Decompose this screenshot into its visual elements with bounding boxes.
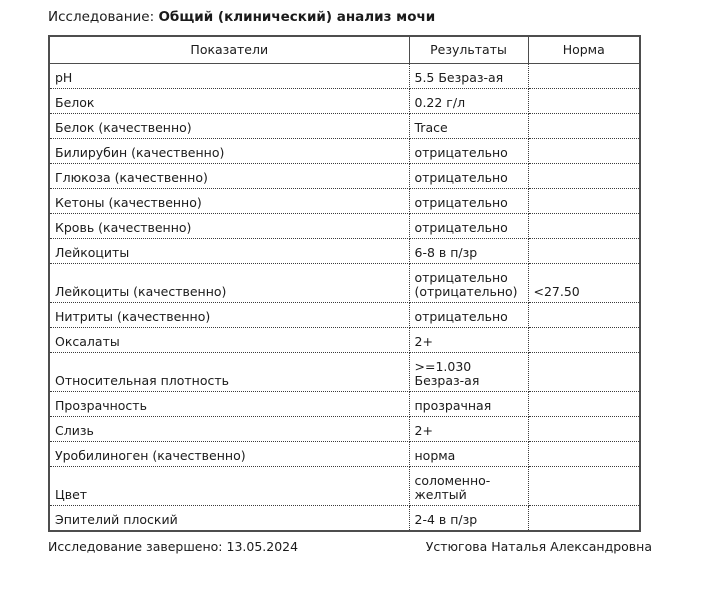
table-row: Слизь 2+ (48, 416, 641, 442)
table-row: Оксалаты 2+ (48, 327, 641, 353)
doctor-name-text: Устюгова Наталья Александровна (425, 539, 652, 554)
result-cell: прозрачная (408, 391, 529, 417)
indicator-cell: Глюкоза (качественно) (48, 163, 410, 189)
norm-cell (527, 163, 641, 189)
completed-date-text: Исследование завершено: 13.05.2024 (48, 539, 299, 554)
results-table-body: pH 5.5 Безраз-ая Белок 0.22 г/л Белок (к… (48, 63, 641, 532)
norm-cell (527, 302, 641, 328)
norm-cell (527, 88, 641, 114)
table-row: Нитриты (качественно) отрицательно (48, 302, 641, 328)
norm-cell (527, 138, 641, 164)
norm-cell (527, 327, 641, 353)
norm-cell (527, 441, 641, 467)
table-header-row: Показатели Результаты Норма (48, 35, 641, 64)
indicator-cell: Слизь (48, 416, 410, 442)
indicator-cell: Относительная плотность (48, 352, 410, 392)
norm-cell (527, 63, 641, 89)
table-row: Относительная плотность >=1.030 Безраз-а… (48, 352, 641, 392)
result-cell: отрицательно (408, 302, 529, 328)
table-row: Цвет соломенно-желтый (48, 466, 641, 506)
result-cell: отрицательно (408, 188, 529, 214)
table-row: Кровь (качественно) отрицательно (48, 213, 641, 239)
result-cell: 5.5 Безраз-ая (408, 63, 529, 89)
result-cell: Trace (408, 113, 529, 139)
indicator-cell: Лейкоциты (48, 238, 410, 264)
norm-cell (527, 352, 641, 392)
norm-cell (527, 416, 641, 442)
indicator-cell: Оксалаты (48, 327, 410, 353)
norm-cell (527, 238, 641, 264)
result-cell: 6-8 в п/зр (408, 238, 529, 264)
indicator-cell: pH (48, 63, 410, 89)
table-row: Белок 0.22 г/л (48, 88, 641, 114)
report-study-name: Общий (клинический) анализ мочи (158, 9, 436, 25)
indicator-cell: Кровь (качественно) (48, 213, 410, 239)
results-table: Показатели Результаты Норма pH 5.5 Безра… (48, 35, 641, 532)
report-footer: Исследование завершено: 13.05.2024 Устюг… (48, 539, 652, 554)
indicator-cell: Белок (48, 88, 410, 114)
result-cell: 2-4 в п/зр (408, 505, 529, 532)
indicator-cell: Цвет (48, 466, 410, 506)
indicator-cell: Нитриты (качественно) (48, 302, 410, 328)
indicator-cell: Билирубин (качественно) (48, 138, 410, 164)
table-row: Прозрачность прозрачная (48, 391, 641, 417)
indicator-cell: Эпителий плоский (48, 505, 410, 532)
norm-cell (527, 505, 641, 532)
indicator-cell: Прозрачность (48, 391, 410, 417)
col-header-results: Результаты (408, 35, 529, 64)
report-title: Исследование: Общий (клинический) анализ… (48, 9, 435, 25)
table-row: Лейкоциты (качественно) отрицательно (от… (48, 263, 641, 303)
result-cell: 0.22 г/л (408, 88, 529, 114)
table-row: Уробилиноген (качественно) норма (48, 441, 641, 467)
indicator-cell: Лейкоциты (качественно) (48, 263, 410, 303)
result-cell: отрицательно (408, 163, 529, 189)
col-header-norm: Норма (527, 35, 641, 64)
table-row: Глюкоза (качественно) отрицательно (48, 163, 641, 189)
norm-cell: <27.50 (527, 263, 641, 303)
table-row: Кетоны (качественно) отрицательно (48, 188, 641, 214)
result-cell: 2+ (408, 327, 529, 353)
table-row: pH 5.5 Безраз-ая (48, 63, 641, 89)
norm-cell (527, 391, 641, 417)
indicator-cell: Кетоны (качественно) (48, 188, 410, 214)
table-row: Белок (качественно) Trace (48, 113, 641, 139)
norm-cell (527, 466, 641, 506)
indicator-cell: Уробилиноген (качественно) (48, 441, 410, 467)
result-cell: отрицательно (408, 213, 529, 239)
report-title-prefix: Исследование: (48, 9, 159, 25)
norm-cell (527, 113, 641, 139)
result-cell: норма (408, 441, 529, 467)
table-row: Лейкоциты 6-8 в п/зр (48, 238, 641, 264)
result-cell: соломенно-желтый (408, 466, 529, 506)
norm-cell (527, 213, 641, 239)
indicator-cell: Белок (качественно) (48, 113, 410, 139)
table-row: Билирубин (качественно) отрицательно (48, 138, 641, 164)
result-cell: отрицательно (отрицательно) (408, 263, 529, 303)
norm-cell (527, 188, 641, 214)
result-cell: >=1.030 Безраз-ая (408, 352, 529, 392)
result-cell: отрицательно (408, 138, 529, 164)
col-header-indicators: Показатели (48, 35, 410, 64)
result-cell: 2+ (408, 416, 529, 442)
table-row: Эпителий плоский 2-4 в п/зр (48, 505, 641, 532)
